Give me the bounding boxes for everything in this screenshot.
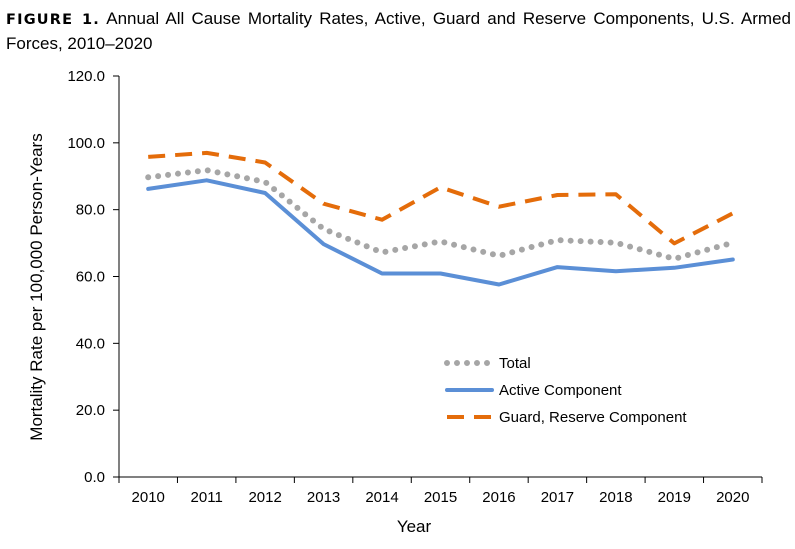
- figure-caption: Annual All Cause Mortality Rates, Active…: [6, 9, 791, 53]
- y-tick-label: 60.0: [76, 269, 105, 286]
- x-tick-label: 2013: [307, 489, 340, 506]
- legend-label-guard-reserve-component: Guard, Reserve Component: [499, 409, 687, 426]
- legend-label-active-component: Active Component: [499, 382, 622, 399]
- chart-axes: 0.0 20.0 40.0 60.0 80.0 100.0 120.0 2010 2011 201…: [67, 68, 763, 506]
- x-tick-label: 2019: [658, 489, 691, 506]
- figure-label: FIGURE 1.: [6, 12, 100, 28]
- x-tick-label: 2014: [365, 489, 398, 506]
- series-line-active-component: [146, 178, 735, 287]
- y-tick-label: 100.0: [67, 135, 105, 152]
- y-tick-label: 120.0: [67, 68, 105, 85]
- chart-legend: Total Active Component Guard, Reserve Comp…: [444, 355, 687, 426]
- y-tick-label: 40.0: [76, 335, 105, 352]
- y-tick-label: 80.0: [76, 202, 105, 219]
- x-tick-label: 2020: [716, 489, 749, 506]
- x-tick-label: 2010: [132, 489, 165, 506]
- x-tick-label: 2015: [424, 489, 457, 506]
- y-axis-title: Mortality Rate per 100,000 Person-Years: [27, 133, 46, 440]
- x-axis-title: Year: [397, 517, 432, 536]
- y-tick-label: 0.0: [84, 469, 105, 486]
- legend-label-total: Total: [499, 355, 531, 372]
- chart-series: [145, 150, 736, 287]
- y-tick-label: 20.0: [76, 402, 105, 419]
- x-tick-label: 2012: [248, 489, 281, 506]
- x-tick-label: 2017: [541, 489, 574, 506]
- x-tick-label: 2011: [191, 489, 223, 506]
- figure-title: FIGURE 1. Annual All Cause Mortality Rat…: [6, 7, 791, 55]
- series-line-guard-reserve-component: [148, 150, 734, 246]
- x-tick-label: 2016: [482, 489, 515, 506]
- series-line-total: [145, 167, 736, 262]
- x-tick-label: 2018: [599, 489, 632, 506]
